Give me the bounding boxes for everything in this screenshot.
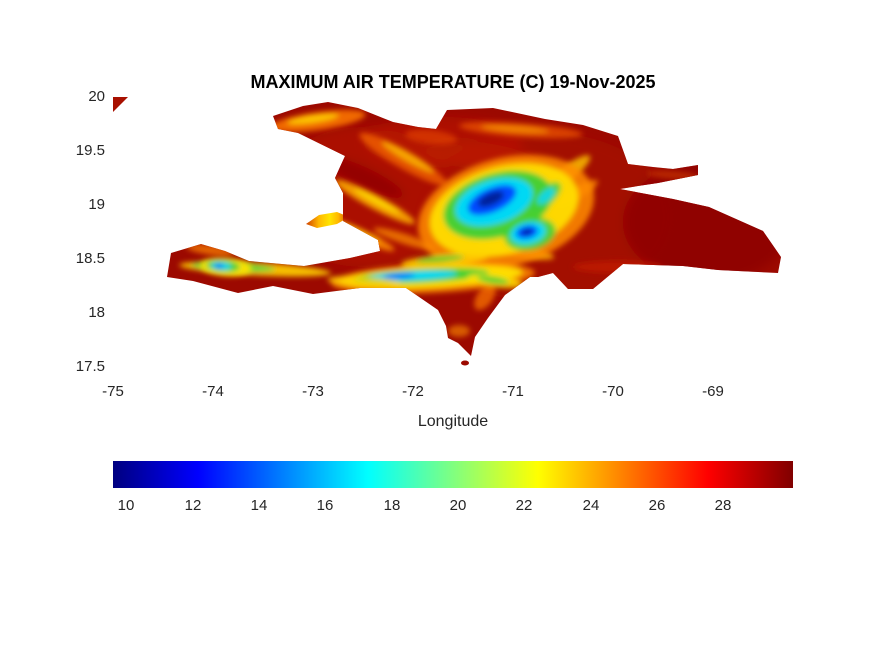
x-tick-label: -73 [302,383,324,400]
colorbar-tick-label: 24 [582,497,600,514]
x-tick-label: -72 [402,383,424,400]
y-tick-label: 18.5 [75,250,105,267]
cool-regions [200,154,595,294]
x-tick-label: -75 [102,383,124,400]
colorbar-tick-label: 14 [250,497,268,514]
gonave-island [306,212,349,228]
hispaniola-map-svg [113,97,781,366]
colorbar-tick-label: 16 [316,497,334,514]
colorbar-tick-label: 18 [383,497,401,514]
plot-title: MAXIMUM AIR TEMPERATURE (C) 19-Nov-2025 [250,72,656,92]
y-tick-label: 19.5 [75,142,105,159]
x-tick-label: -69 [702,383,724,400]
colorbar-tick-label: 26 [648,497,666,514]
map-plot [113,97,793,368]
hispaniola-island [167,102,781,356]
colorbar-tick-label: 20 [449,497,467,514]
colorbar-tick-label: 28 [714,497,732,514]
y-tick-label: 20 [88,88,105,105]
colorbar-gradient [113,461,793,488]
beata-island [461,360,469,366]
colorbar-tick-label: 10 [117,497,135,514]
x-tick-label: -70 [602,383,624,400]
colorbar-tick-label: 12 [184,497,202,514]
x-axis-label: Longitude [417,413,489,430]
y-tick-label: 18 [88,304,105,321]
cuba-corner-landmass [113,97,128,112]
colorbar-tick-label: 22 [515,497,533,514]
x-tick-label: -71 [502,383,524,400]
x-tick-label: -74 [202,383,224,400]
y-tick-label: 17.5 [75,358,105,375]
y-tick-label: 19 [88,196,105,213]
